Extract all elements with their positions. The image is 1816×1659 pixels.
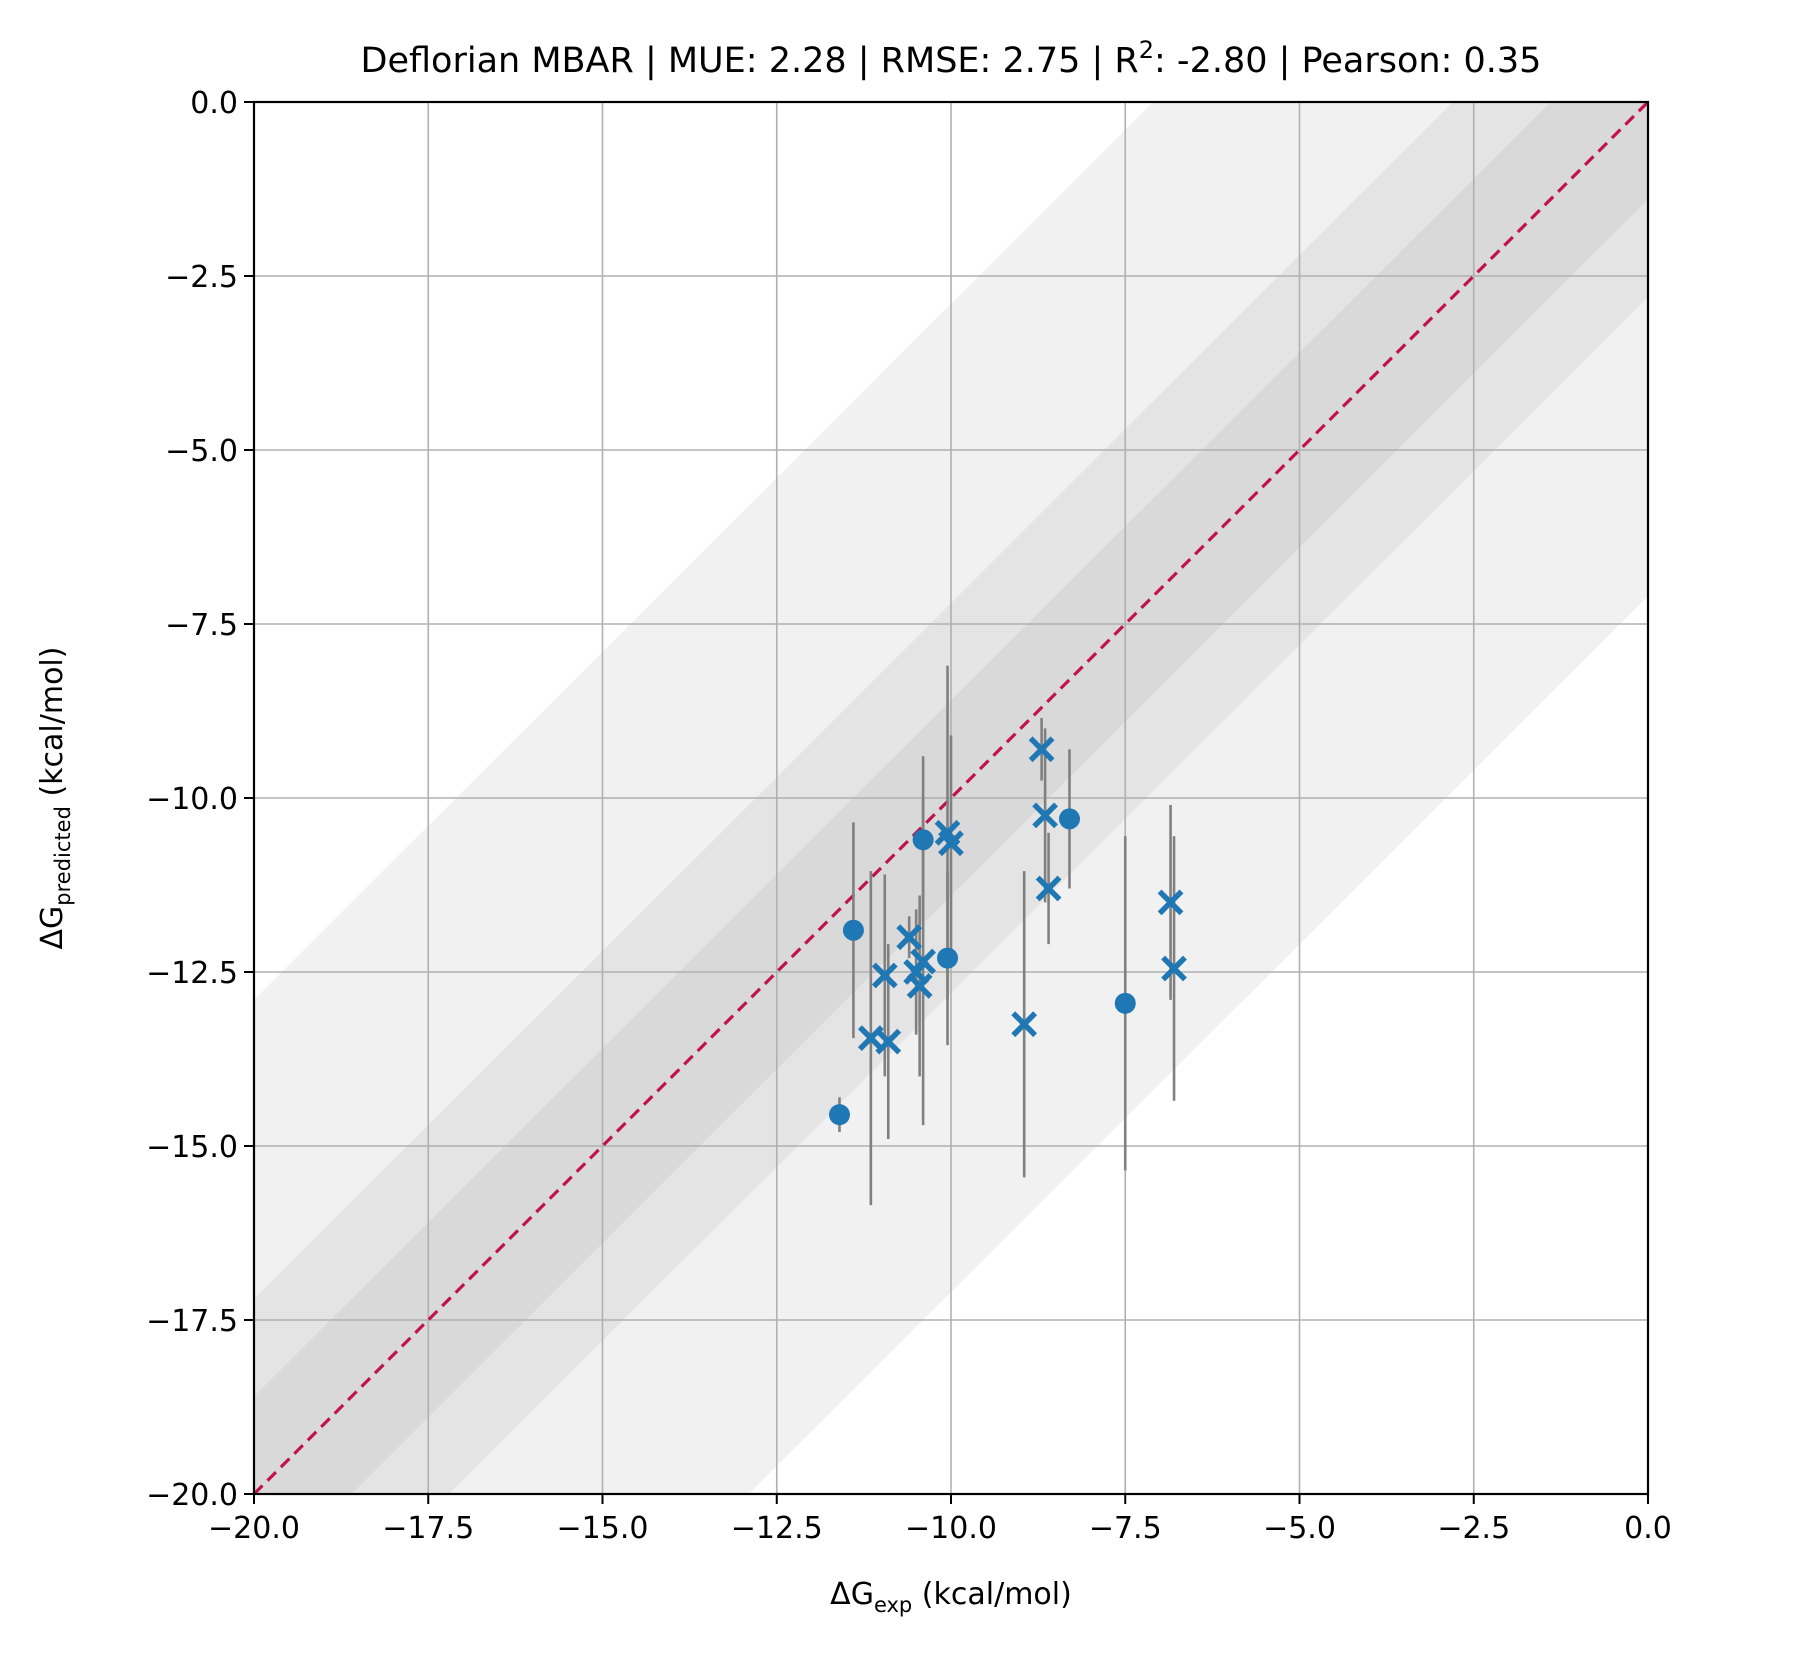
x-tick-label-2: −15.0 [557,1511,649,1546]
x-tick-label-8: 0.0 [1624,1511,1672,1546]
y-tick-label-1: −2.5 [165,260,238,295]
y-axis-label-suffix: (kcal/mol) [35,647,70,807]
y-axis-ticks: 0.0 −2.5 −5.0 −7.5 −10.0 −12.5 −15.0 −17.5 −20.0 [146,86,254,1513]
x-axis-label-suffix: (kcal/mol) [912,1577,1072,1612]
x-point-9 [1028,736,1055,763]
y-tick-label-0: 0.0 [190,86,238,121]
y-axis-label: ΔGpredicted (kcal/mol) [35,647,75,950]
x-axis-label-subscript: exp [874,1593,912,1617]
y-tick-label-7: −17.5 [146,1304,238,1339]
x-tick-label-3: −12.5 [731,1511,823,1546]
x-point-3 [896,924,923,951]
chart-title-suffix: : -2.80 | Pearson: 0.35 [1154,41,1541,81]
circle-point-3 [937,947,959,969]
data-points [828,736,1187,1126]
circle-point-1 [842,919,864,941]
identity-line [254,102,1648,1494]
identity-dashed-line [254,102,1648,1494]
y-tick-label-4: −10.0 [146,782,238,817]
chart-title-prefix: Deflorian MBAR | MUE: 2.28 | RMSE: 2.75 … [361,41,1139,81]
chart-title-superscript: 2 [1139,36,1154,64]
circle-point-5 [1114,992,1136,1014]
x-axis-label-main: ΔG [830,1577,874,1612]
circle-point-0 [828,1104,850,1126]
circle-point-4 [1058,808,1080,830]
y-tick-label-3: −7.5 [165,608,238,643]
x-point-2 [875,1028,902,1055]
x-point-10 [1032,802,1058,829]
y-tick-label-8: −20.0 [146,1478,238,1513]
x-tick-label-5: −7.5 [1089,1511,1162,1546]
x-point-12 [1011,1011,1038,1038]
x-tick-label-4: −10.0 [905,1511,997,1546]
y-axis-label-subscript: predicted [51,806,75,906]
y-tick-label-2: −5.0 [165,434,238,469]
x-point-5 [906,973,933,999]
x-point-6 [910,948,937,975]
x-point-11 [1035,875,1062,902]
circle-point-2 [912,829,934,851]
y-tick-label-6: −15.0 [146,1130,238,1165]
x-point-14 [1161,955,1187,982]
x-tick-label-6: −5.0 [1263,1511,1336,1546]
x-point-8 [938,830,964,857]
x-axis-label: ΔGexp (kcal/mol) [830,1577,1072,1617]
chart-title: Deflorian MBAR | MUE: 2.28 | RMSE: 2.75 … [361,36,1542,81]
y-axis-label-main: ΔG [35,906,70,950]
x-tick-label-7: −2.5 [1437,1511,1510,1546]
x-point-1 [871,962,898,989]
x-tick-label-1: −17.5 [382,1511,474,1546]
y-tick-label-5: −12.5 [146,956,238,991]
x-tick-label-0: −20.0 [208,1511,300,1546]
x-axis-ticks: −20.0 −17.5 −15.0 −12.5 −10.0 −7.5 −5.0 −2.5 0.0 [208,1494,1672,1546]
x-point-13 [1157,889,1184,916]
